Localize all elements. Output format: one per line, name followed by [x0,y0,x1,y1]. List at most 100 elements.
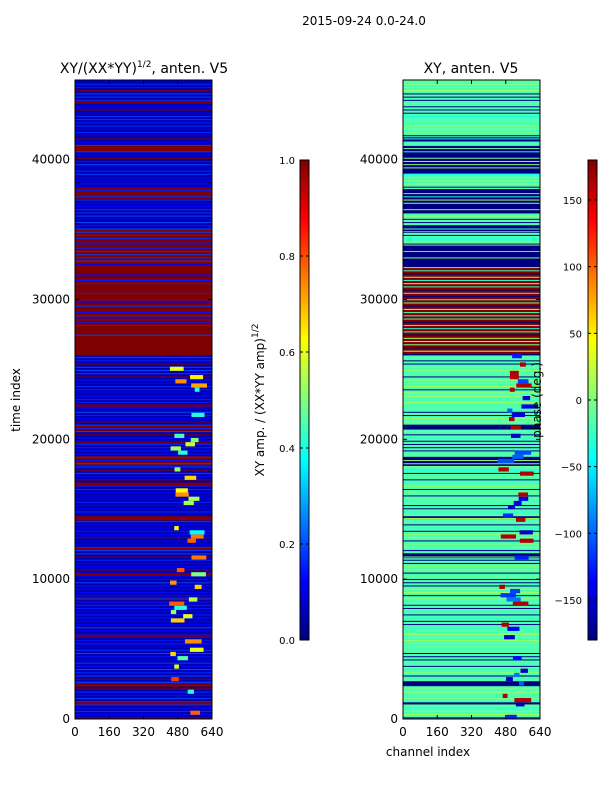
heatmap-stripe [75,665,212,667]
heatmap-stripe [75,415,212,417]
heatmap-stripe [75,508,212,510]
heatmap-stripe [403,395,540,397]
heatmap-stripe [403,488,540,490]
heatmap-patch [512,454,524,459]
heatmap-stripe [75,279,212,281]
heatmap-patch [170,651,176,657]
heatmap-stripe [403,418,540,420]
heatmap-stripe [403,244,540,246]
heatmap-band [403,243,540,268]
heatmap-stripe [403,234,540,236]
heatmap-stripe [403,546,540,548]
heatmap-stripe [75,132,212,134]
heatmap-stripe [75,662,212,664]
heatmap-stripe [75,382,212,384]
heatmap-stripe [75,443,212,445]
heatmap-stripe [75,373,212,375]
heatmap-stripe [75,196,212,198]
heatmap-patch [514,698,532,703]
heatmap-stripe [403,691,540,693]
heatmap-stripe [403,144,540,146]
heatmap-stripe [403,189,540,191]
heatmap-stripe [75,202,212,204]
heatmap-stripe [75,148,212,150]
heatmap-stripe [75,392,212,394]
heatmap-stripe [403,701,540,703]
heatmap-stripe [75,434,212,436]
heatmap-patch [191,572,206,577]
heatmap-band [403,702,540,706]
heatmap-patch [190,437,199,443]
heatmap-patch [500,534,517,539]
heatmap-stripe [75,437,212,439]
heatmap-band [75,547,212,552]
heatmap-stripe [75,624,212,626]
heatmap-stripe [403,472,540,474]
heatmap-patch [169,366,184,371]
amplitude-colorbar: 0.0 0.2 0.4 0.6 0.8 1.0 XY amp. / (XX*YY amp)… [251,156,310,647]
heatmap-stripe [75,183,212,185]
heatmap-stripe [403,579,540,581]
colorbar-tick-label: 0.2 [279,540,295,551]
heatmap-stripe [75,550,212,552]
heatmap-stripe [75,151,212,153]
heatmap-stripe [403,630,540,632]
y-tick-label: 20000 [32,432,70,446]
heatmap-stripe [403,681,540,683]
heatmap-patch [521,404,539,409]
heatmap-stripe [75,138,212,140]
heatmap-stripe [403,469,540,471]
heatmap-stripe [75,350,212,352]
heatmap-stripe [75,553,212,555]
heatmap-stripe [403,640,540,642]
phase-colorbar-label: phase (deg.) [530,362,544,438]
heatmap-stripe [403,540,540,542]
heatmap-stripe [403,93,540,95]
heatmap-stripe [403,212,540,214]
heatmap-patch [184,475,197,480]
colorbar-tick-label: 0.4 [279,444,295,455]
heatmap-patch [191,555,207,560]
heatmap-stripe [75,704,212,706]
heatmap-stripe [75,209,212,211]
heatmap-stripe [403,125,540,127]
heatmap-stripe [403,675,540,677]
heatmap-stripe [75,614,212,616]
heatmap-stripe [403,86,540,88]
heatmap-stripe [403,141,540,143]
amplitude-colorbar-ticks: 0.0 0.2 0.4 0.6 0.8 1.0 [279,156,309,647]
heatmap-stripe [75,643,212,645]
heatmap-stripe [75,559,212,561]
heatmap-stripe [403,228,540,230]
heatmap-stripe [403,350,540,352]
heatmap-stripe [75,395,212,397]
heatmap-patch [190,710,201,715]
heatmap-patch [508,416,515,422]
heatmap-stripe [75,328,212,330]
heatmap-stripe [403,376,540,378]
heatmap-stripe [75,488,212,490]
heatmap-stripe [75,591,212,593]
heatmap-stripe [75,270,212,272]
heatmap-stripe [403,569,540,571]
heatmap-stripe [75,103,212,105]
heatmap-stripe [75,334,212,336]
heatmap-stripe [75,231,212,233]
heatmap-stripe [75,305,212,307]
heatmap-stripe [403,434,540,436]
heatmap-patch [507,505,515,510]
heatmap-band [75,681,212,687]
heatmap-stripe [403,514,540,516]
heatmap-stripe [403,160,540,162]
heatmap-stripe [403,292,540,294]
heatmap-patch [183,614,193,619]
heatmap-stripe [403,588,540,590]
heatmap-patch [178,450,188,455]
heatmap-stripe [75,572,212,574]
heatmap-patch [187,538,196,543]
heatmap-stripe [403,714,540,716]
heatmap-stripe [403,276,540,278]
heatmap-patch [518,681,524,686]
heatmap-patch [505,677,513,682]
colorbar-tick-label: −150 [555,596,582,607]
